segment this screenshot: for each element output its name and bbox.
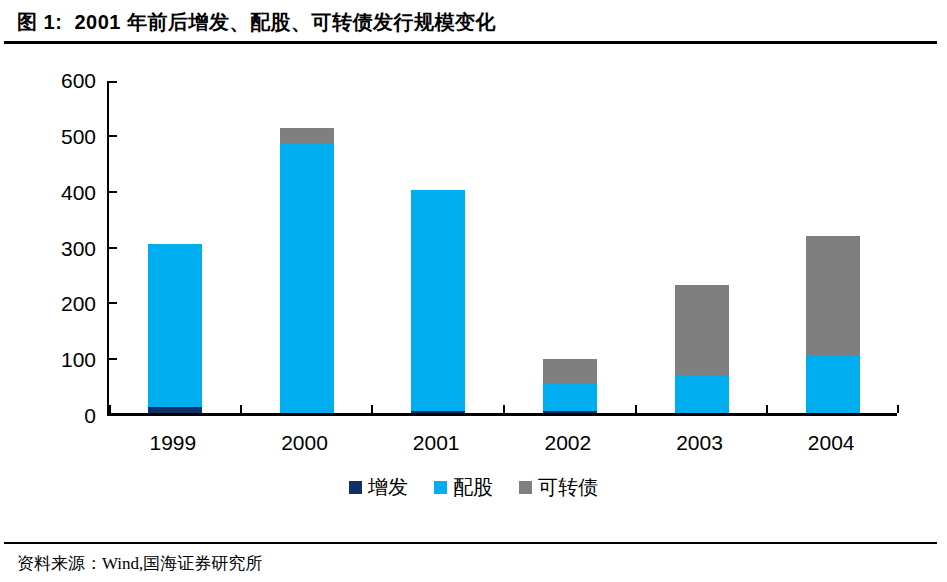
bar-segment-peigu-2001 [411, 190, 465, 411]
bar-column-1999 [148, 78, 202, 413]
bar-column-2001 [411, 78, 465, 413]
legend-item-kezhuanzhai: 可转债 [519, 474, 598, 501]
y-axis-tick [109, 414, 117, 416]
y-axis-tick-label: 500 [0, 125, 96, 149]
y-axis-tick-label: 200 [0, 292, 96, 316]
x-axis-labels: 199920002001200220032004 [107, 430, 897, 458]
bar-segment-peigu-2002 [543, 383, 597, 411]
x-axis-category-label: 1999 [107, 430, 239, 456]
legend-item-zengfa: 增发 [349, 474, 408, 501]
x-axis-tick [240, 405, 242, 413]
legend-swatch-icon [349, 481, 362, 494]
y-axis-tick [109, 358, 117, 360]
y-axis-tick-label: 300 [0, 237, 96, 261]
x-axis-category-label: 2002 [502, 430, 634, 456]
y-axis-tick [109, 81, 117, 83]
y-axis-labels: 0100200300400500600 [0, 81, 96, 416]
bar-column-2003 [675, 78, 729, 413]
chart-title: 图 1: 2001 年前后增发、配股、可转债发行规模变化 [17, 9, 496, 36]
y-axis-tick-label: 400 [0, 181, 96, 205]
y-axis-tick-label: 600 [0, 69, 96, 93]
source-text: 资料来源：Wind,国海证券研究所 [17, 552, 262, 575]
y-axis-tick [109, 135, 117, 137]
x-axis-tick [109, 405, 111, 413]
y-axis-tick [109, 302, 117, 304]
legend-label: 可转债 [538, 474, 598, 501]
bar-segment-kezhuanzhai-2002 [543, 359, 597, 383]
y-axis-tick [109, 247, 117, 249]
x-axis-tick [635, 405, 637, 413]
bar-segment-zengfa-2002 [543, 411, 597, 413]
bar-segment-kezhuanzhai-2000 [280, 128, 334, 144]
legend-label: 配股 [453, 474, 493, 501]
y-axis-tick [109, 191, 117, 193]
bar-segment-zengfa-2001 [411, 411, 465, 413]
x-axis-tick [371, 405, 373, 413]
bar-segment-zengfa-1999 [148, 407, 202, 413]
bar-column-2002 [543, 78, 597, 413]
x-axis-category-label: 2001 [370, 430, 502, 456]
bar-segment-kezhuanzhai-2004 [806, 236, 860, 355]
legend-label: 增发 [368, 474, 408, 501]
bar-column-2004 [806, 78, 860, 413]
legend-item-peigu: 配股 [434, 474, 493, 501]
legend: 增发 配股 可转债 [0, 472, 947, 502]
y-axis-tick-label: 100 [0, 348, 96, 372]
bar-column-2000 [280, 78, 334, 413]
footer-divider [4, 542, 937, 544]
x-axis-category-label: 2000 [239, 430, 371, 456]
x-axis-category-label: 2003 [634, 430, 766, 456]
x-axis-tick [897, 405, 899, 413]
bar-segment-peigu-2004 [806, 356, 860, 414]
bar-segment-peigu-2000 [280, 143, 334, 413]
figure-panel: 图 1: 2001 年前后增发、配股、可转债发行规模变化 0 100 200 300 4… [0, 0, 947, 582]
plot-area [107, 81, 897, 416]
title-divider [4, 41, 937, 44]
legend-swatch-icon [519, 481, 532, 494]
legend-swatch-icon [434, 481, 447, 494]
x-axis-tick [503, 405, 505, 413]
x-axis-category-label: 2004 [765, 430, 897, 456]
y-axis-tick-label: 0 [0, 404, 96, 428]
x-axis-tick [766, 405, 768, 413]
bar-segment-kezhuanzhai-2003 [675, 285, 729, 375]
bar-segment-peigu-2003 [675, 375, 729, 413]
bar-segment-peigu-1999 [148, 244, 202, 408]
